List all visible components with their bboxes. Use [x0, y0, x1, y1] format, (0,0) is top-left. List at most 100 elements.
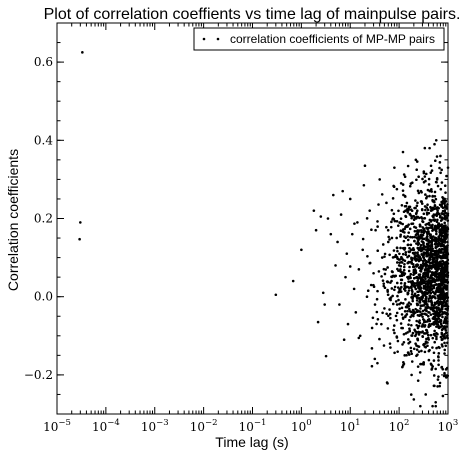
data-point: [443, 325, 446, 328]
data-point: [423, 275, 427, 279]
data-point: [393, 255, 396, 259]
data-point: [424, 251, 428, 255]
data-point: [423, 272, 427, 276]
data-point: [388, 238, 391, 241]
data-point: [388, 342, 392, 345]
data-point: [361, 248, 365, 252]
data-point: [416, 281, 419, 284]
data-point: [429, 255, 433, 259]
data-point: [419, 277, 423, 280]
data-point: [445, 311, 448, 315]
data-point: [442, 275, 445, 278]
data-point: [427, 349, 431, 353]
data-point: [421, 335, 425, 339]
data-point: [389, 346, 392, 349]
data-point: [443, 221, 446, 225]
data-point: [395, 335, 399, 338]
data-point: [370, 228, 373, 231]
data-point: [363, 164, 367, 168]
data-point: [392, 249, 396, 252]
data-point: [402, 332, 406, 336]
data-point: [420, 281, 424, 284]
data-point: [427, 264, 431, 268]
data-point: [396, 294, 399, 298]
data-point: [410, 281, 413, 285]
data-point: [380, 322, 383, 326]
data-point: [361, 237, 365, 241]
data-point: [443, 285, 446, 288]
data-point: [438, 242, 442, 246]
data-point: [353, 222, 356, 225]
data-point: [433, 142, 436, 146]
data-point: [424, 267, 428, 271]
data-point: [406, 303, 409, 306]
data-point: [400, 306, 404, 310]
data-point: [386, 228, 390, 232]
legend-marker: [216, 37, 220, 41]
data-point: [424, 248, 428, 251]
data-point: [407, 231, 411, 234]
data-point: [403, 285, 407, 289]
data-point: [402, 362, 406, 366]
data-point: [420, 208, 424, 211]
data-point: [399, 182, 403, 185]
data-point: [403, 259, 407, 263]
data-point: [420, 230, 423, 234]
data-point: [433, 292, 437, 296]
data-point: [390, 287, 394, 290]
data-point: [375, 322, 378, 326]
data-point: [419, 297, 423, 301]
data-point: [433, 253, 437, 257]
data-point: [435, 177, 439, 180]
data-point: [415, 323, 419, 327]
data-point: [435, 155, 439, 158]
data-point: [409, 349, 413, 353]
data-point: [437, 272, 441, 275]
data-point: [422, 171, 426, 175]
data-point: [441, 337, 444, 341]
data-point: [429, 362, 433, 366]
data-point: [401, 189, 405, 192]
data-point: [422, 342, 426, 346]
data-point: [410, 373, 413, 377]
data-point: [435, 180, 438, 184]
data-point: [443, 297, 447, 301]
data-point: [445, 292, 449, 295]
data-point: [426, 280, 429, 283]
data-point: [380, 256, 384, 259]
data-point: [436, 212, 440, 216]
data-point: [415, 302, 419, 306]
data-point: [407, 223, 410, 226]
data-point: [435, 337, 438, 341]
data-point: [443, 235, 447, 238]
data-point: [411, 311, 415, 314]
data-point: [440, 168, 443, 172]
data-point: [374, 228, 377, 232]
data-point: [416, 365, 420, 368]
data-point: [416, 189, 420, 193]
data-point: [399, 233, 403, 237]
data-point: [410, 293, 414, 296]
data-point: [413, 251, 417, 254]
y-tick-label: 0.2: [34, 212, 53, 226]
data-point: [408, 213, 412, 216]
data-point: [442, 277, 446, 280]
data-point: [419, 307, 422, 310]
data-point: [412, 314, 415, 318]
data-point: [422, 180, 426, 184]
data-point: [440, 205, 443, 208]
data-point: [403, 263, 406, 266]
data-point: [401, 343, 404, 346]
data-point: [441, 367, 445, 371]
data-point: [400, 257, 404, 260]
data-point: [323, 303, 326, 306]
data-point: [436, 209, 439, 212]
data-point: [440, 203, 444, 206]
data-point: [401, 365, 404, 369]
data-point: [412, 398, 416, 401]
data-point: [422, 229, 425, 233]
data-point: [428, 223, 431, 227]
data-point: [418, 216, 421, 220]
data-point: [410, 209, 414, 213]
data-point: [417, 241, 420, 245]
